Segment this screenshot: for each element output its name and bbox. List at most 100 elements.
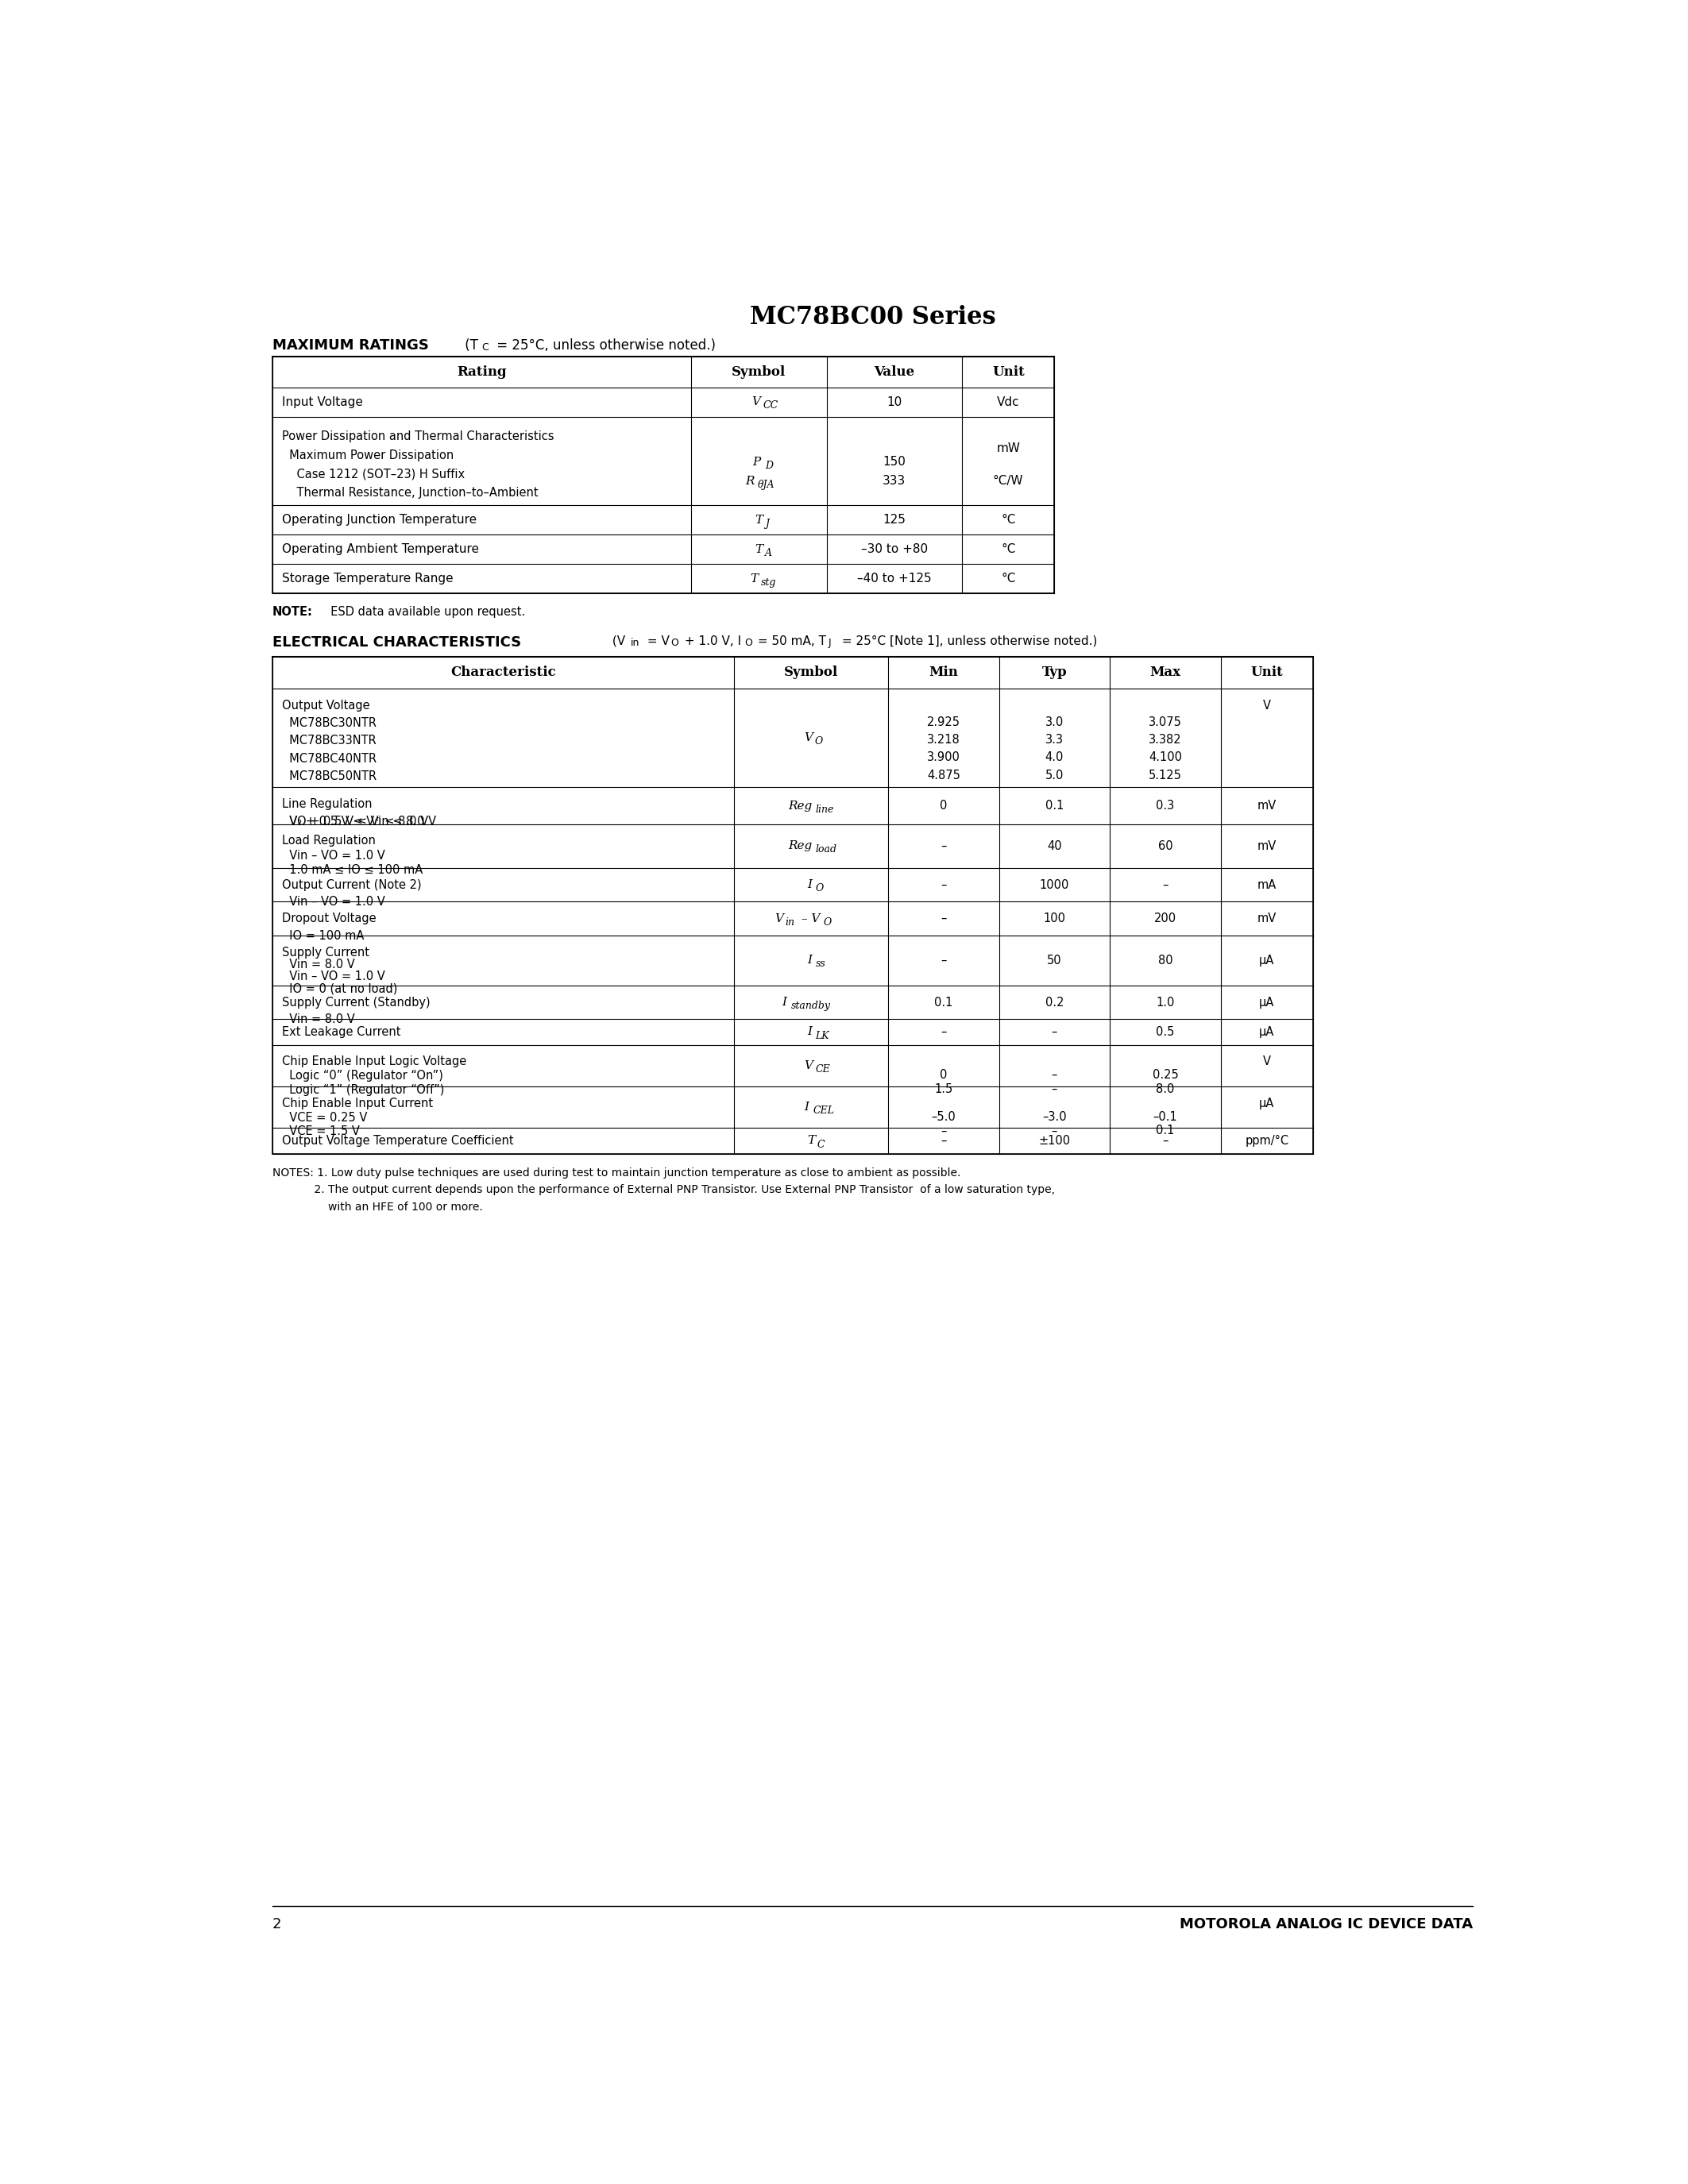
Text: Ext Leakage Current: Ext Leakage Current [282, 1026, 400, 1037]
Text: 200: 200 [1155, 913, 1177, 924]
Text: Rating: Rating [457, 365, 506, 378]
Text: Operating Ambient Temperature: Operating Ambient Temperature [282, 544, 479, 555]
Text: 0.2: 0.2 [1045, 996, 1063, 1009]
Text: MAXIMUM RATINGS: MAXIMUM RATINGS [272, 339, 429, 354]
Text: mV: mV [1258, 841, 1276, 852]
Text: = 25°C, unless otherwise noted.): = 25°C, unless otherwise noted.) [493, 339, 716, 354]
Text: V₂ + 0.5 V ≤ Vᵢⁿ ≤ 8.0 V: V₂ + 0.5 V ≤ Vᵢⁿ ≤ 8.0 V [282, 815, 429, 828]
Text: CEL: CEL [814, 1105, 834, 1116]
Text: Output Current (Note 2): Output Current (Note 2) [282, 880, 422, 891]
Bar [272, 356, 1055, 594]
Text: –30 to +80: –30 to +80 [861, 544, 928, 555]
Text: μA: μA [1259, 1026, 1274, 1037]
Text: –: – [1052, 1026, 1057, 1037]
Text: IO = 0 (at no load): IO = 0 (at no load) [282, 983, 397, 996]
Text: V: V [1263, 699, 1271, 712]
Text: ss: ss [815, 959, 825, 970]
Text: ESD data available upon request.: ESD data available upon request. [322, 605, 525, 618]
Text: VO + 0.5 V ≤ Vin ≤ 8.0 V: VO + 0.5 V ≤ Vin ≤ 8.0 V [282, 815, 436, 828]
Text: V: V [803, 1059, 812, 1070]
Text: Output Voltage Temperature Coefficient: Output Voltage Temperature Coefficient [282, 1136, 513, 1147]
Text: 3.900: 3.900 [927, 751, 960, 764]
Text: O: O [744, 638, 753, 649]
Text: 333: 333 [883, 476, 906, 487]
Text: Symbol: Symbol [785, 666, 839, 679]
Text: = 25°C [Note 1], unless otherwise noted.): = 25°C [Note 1], unless otherwise noted.… [837, 636, 1097, 646]
Text: μA: μA [1259, 954, 1274, 965]
Text: °C/W: °C/W [993, 476, 1023, 487]
Text: R: R [746, 476, 755, 487]
Text: 2.925: 2.925 [927, 716, 960, 727]
Text: Thermal Resistance, Junction–to–Ambient: Thermal Resistance, Junction–to–Ambient [282, 487, 538, 498]
Text: CE: CE [815, 1064, 830, 1075]
Text: 0: 0 [940, 799, 947, 812]
Text: 3.0: 3.0 [1045, 716, 1063, 727]
Text: Supply Current (Standby): Supply Current (Standby) [282, 996, 430, 1009]
Text: MC78BC40NTR: MC78BC40NTR [282, 753, 376, 764]
Text: Max: Max [1150, 666, 1180, 679]
Text: A: A [765, 548, 771, 559]
Text: NOTE:: NOTE: [272, 605, 312, 618]
Text: Logic “1” (Regulator “Off”): Logic “1” (Regulator “Off”) [282, 1083, 444, 1096]
Text: ppm/°C: ppm/°C [1246, 1136, 1288, 1147]
Text: 2: 2 [272, 1918, 282, 1931]
Text: –: – [940, 913, 947, 924]
Text: (V: (V [608, 636, 625, 646]
Text: I: I [807, 954, 812, 965]
Text: –: – [1052, 1083, 1057, 1094]
Text: Vin – VO = 1.0 V: Vin – VO = 1.0 V [282, 972, 385, 983]
Text: line: line [815, 804, 834, 815]
Text: MC78BC30NTR: MC78BC30NTR [282, 716, 376, 729]
Text: in: in [631, 638, 640, 649]
Text: –: – [940, 1026, 947, 1037]
Text: C: C [481, 343, 490, 352]
Text: –: – [1163, 878, 1168, 891]
Text: T: T [807, 1136, 815, 1147]
Text: 80: 80 [1158, 954, 1173, 965]
Text: 0.1: 0.1 [1045, 799, 1063, 812]
Text: = V: = V [643, 636, 670, 646]
Bar [272, 657, 1313, 1153]
Text: Symbol: Symbol [733, 365, 787, 378]
Text: MC78BC00 Series: MC78BC00 Series [749, 306, 996, 330]
Text: 0.3: 0.3 [1156, 799, 1175, 812]
Text: with an HFE of 100 or more.: with an HFE of 100 or more. [272, 1201, 483, 1212]
Text: stg: stg [761, 577, 776, 587]
Text: 1.5: 1.5 [935, 1083, 952, 1094]
Text: θJA: θJA [758, 480, 775, 489]
Text: I: I [803, 1101, 809, 1114]
Text: mW: mW [996, 443, 1020, 454]
Text: Reg: Reg [788, 841, 812, 852]
Text: standby: standby [792, 1000, 830, 1011]
Text: Operating Junction Temperature: Operating Junction Temperature [282, 513, 476, 526]
Text: 0.5: 0.5 [1156, 1026, 1175, 1037]
Text: T: T [755, 515, 763, 526]
Text: MC78BC33NTR: MC78BC33NTR [282, 734, 376, 747]
Text: MOTOROLA ANALOG IC DEVICE DATA: MOTOROLA ANALOG IC DEVICE DATA [1180, 1918, 1474, 1931]
Text: °C: °C [1001, 544, 1016, 555]
Text: O: O [815, 882, 824, 893]
Text: O: O [670, 638, 679, 649]
Text: –: – [940, 878, 947, 891]
Text: – V: – V [798, 913, 820, 924]
Text: –5.0: –5.0 [932, 1112, 955, 1123]
Text: –: – [940, 1136, 947, 1147]
Text: 0.25: 0.25 [1153, 1070, 1178, 1081]
Text: V: V [803, 732, 812, 743]
Text: –: – [1163, 1136, 1168, 1147]
Text: VCE = 1.5 V: VCE = 1.5 V [282, 1125, 360, 1138]
Text: O: O [824, 917, 832, 928]
Text: 0.1: 0.1 [935, 996, 952, 1009]
Text: 0.1: 0.1 [1156, 1125, 1175, 1136]
Text: Chip Enable Input Current: Chip Enable Input Current [282, 1096, 432, 1109]
Text: J: J [829, 638, 832, 649]
Text: Vin = 8.0 V: Vin = 8.0 V [282, 1013, 354, 1026]
Text: μA: μA [1259, 1096, 1274, 1109]
Text: Load Regulation: Load Regulation [282, 834, 375, 847]
Text: 4.875: 4.875 [927, 769, 960, 782]
Text: 5.125: 5.125 [1148, 769, 1182, 782]
Text: I: I [782, 996, 787, 1007]
Text: 4.100: 4.100 [1148, 751, 1182, 764]
Text: Storage Temperature Range: Storage Temperature Range [282, 572, 452, 585]
Text: V: V [1263, 1055, 1271, 1068]
